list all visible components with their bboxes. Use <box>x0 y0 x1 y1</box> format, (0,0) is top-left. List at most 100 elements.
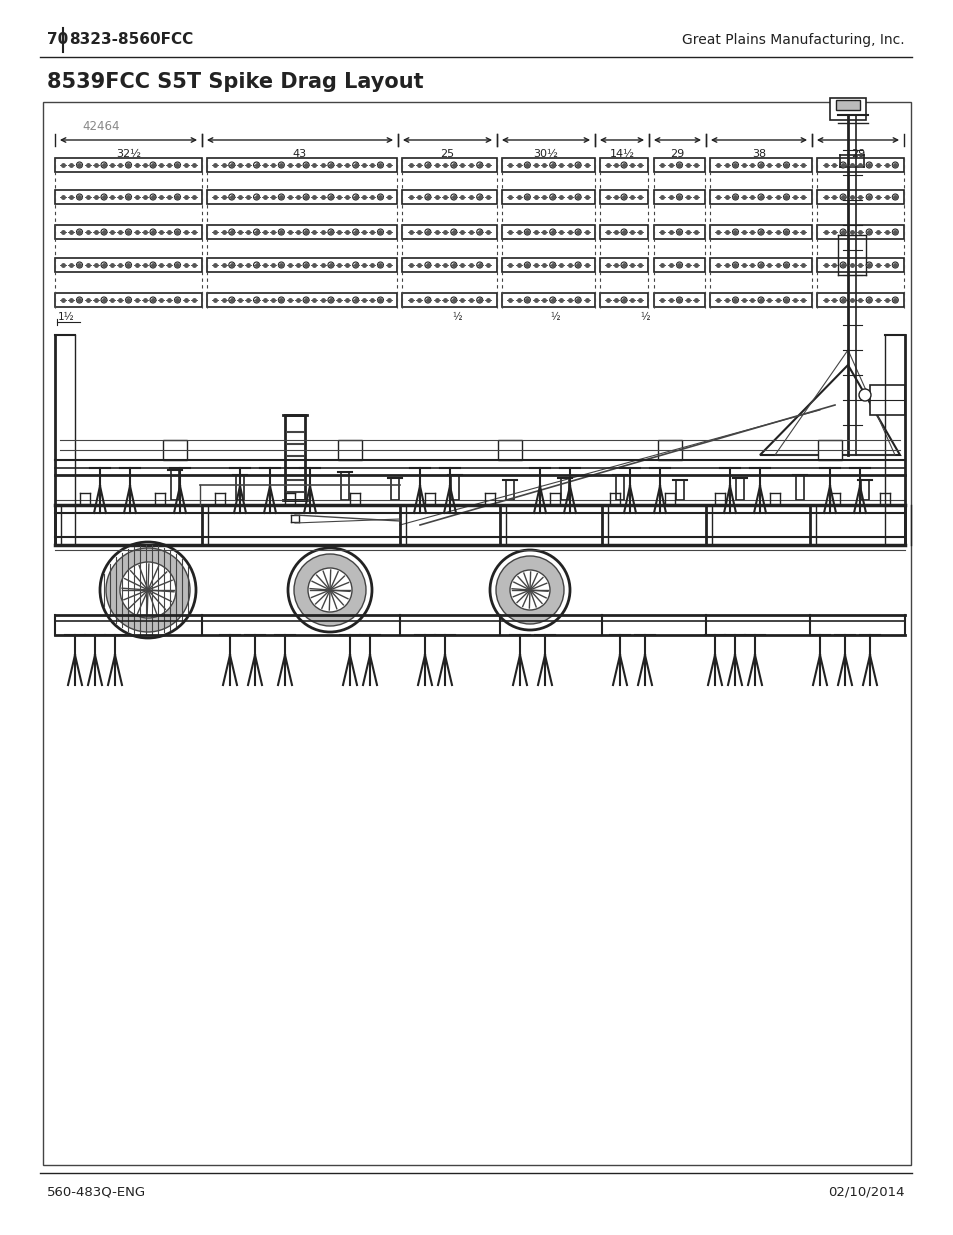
Bar <box>654 225 704 240</box>
Bar <box>207 158 396 172</box>
Circle shape <box>120 562 175 618</box>
Circle shape <box>549 194 556 200</box>
Bar <box>163 440 187 459</box>
Circle shape <box>150 262 156 268</box>
Circle shape <box>174 162 180 168</box>
Bar <box>501 158 595 172</box>
Circle shape <box>575 194 580 200</box>
Circle shape <box>676 194 681 200</box>
Bar <box>599 190 647 204</box>
Bar <box>829 98 865 120</box>
Circle shape <box>101 194 107 200</box>
Bar <box>709 225 811 240</box>
Circle shape <box>549 262 556 268</box>
Circle shape <box>229 228 234 235</box>
Circle shape <box>150 194 156 200</box>
Text: 29: 29 <box>670 149 684 159</box>
Circle shape <box>174 296 180 303</box>
Bar <box>654 190 704 204</box>
Circle shape <box>840 194 845 200</box>
Bar <box>55 158 202 172</box>
Circle shape <box>451 162 456 168</box>
Text: 30½: 30½ <box>533 149 558 159</box>
Circle shape <box>174 194 180 200</box>
Circle shape <box>353 228 358 235</box>
Bar <box>816 258 903 272</box>
Circle shape <box>758 194 763 200</box>
Bar <box>735 478 743 500</box>
Circle shape <box>840 296 845 303</box>
Circle shape <box>253 296 259 303</box>
Bar <box>658 440 681 459</box>
Circle shape <box>524 194 530 200</box>
Circle shape <box>451 194 456 200</box>
Circle shape <box>101 262 107 268</box>
Bar <box>55 190 202 204</box>
Circle shape <box>858 389 870 401</box>
Bar <box>676 480 683 500</box>
Bar <box>43 103 910 1165</box>
Circle shape <box>476 228 482 235</box>
Circle shape <box>510 571 550 610</box>
Circle shape <box>676 162 681 168</box>
Bar <box>599 293 647 308</box>
Bar <box>55 225 202 240</box>
Circle shape <box>782 194 789 200</box>
Circle shape <box>328 262 334 268</box>
Bar <box>599 225 647 240</box>
Bar <box>654 293 704 308</box>
Circle shape <box>229 194 234 200</box>
Text: 29: 29 <box>850 149 864 159</box>
Text: 1½: 1½ <box>58 312 74 322</box>
Circle shape <box>303 162 309 168</box>
Circle shape <box>253 194 259 200</box>
Bar <box>401 293 497 308</box>
Bar <box>654 158 704 172</box>
Circle shape <box>451 262 456 268</box>
Circle shape <box>891 162 898 168</box>
Text: 02/10/2014: 02/10/2014 <box>827 1186 904 1198</box>
Bar <box>599 258 647 272</box>
Circle shape <box>328 228 334 235</box>
Bar <box>337 440 361 459</box>
Circle shape <box>76 162 82 168</box>
Circle shape <box>294 555 366 626</box>
Bar <box>501 225 595 240</box>
Circle shape <box>732 162 738 168</box>
Text: ½: ½ <box>452 312 461 322</box>
Bar <box>55 293 202 308</box>
Circle shape <box>424 162 431 168</box>
Circle shape <box>278 262 284 268</box>
Circle shape <box>620 228 626 235</box>
Circle shape <box>278 296 284 303</box>
Circle shape <box>732 228 738 235</box>
Circle shape <box>732 296 738 303</box>
Circle shape <box>229 296 234 303</box>
Bar <box>207 190 396 204</box>
Circle shape <box>377 194 383 200</box>
Bar <box>616 475 623 500</box>
Circle shape <box>620 194 626 200</box>
Circle shape <box>840 162 845 168</box>
Bar <box>207 258 396 272</box>
Circle shape <box>100 542 195 638</box>
Bar <box>599 158 647 172</box>
Bar <box>505 480 514 500</box>
Circle shape <box>76 228 82 235</box>
Bar <box>861 480 868 500</box>
Text: Great Plains Manufacturing, Inc.: Great Plains Manufacturing, Inc. <box>681 33 904 47</box>
Circle shape <box>303 228 309 235</box>
Bar <box>709 293 811 308</box>
Circle shape <box>174 262 180 268</box>
Bar <box>207 225 396 240</box>
Bar <box>816 158 903 172</box>
Circle shape <box>732 194 738 200</box>
Bar <box>501 293 595 308</box>
Bar <box>709 258 811 272</box>
Circle shape <box>76 296 82 303</box>
Text: 32½: 32½ <box>116 149 141 159</box>
Text: 42464: 42464 <box>82 120 119 133</box>
Circle shape <box>575 162 580 168</box>
Circle shape <box>865 194 871 200</box>
Bar <box>869 385 904 415</box>
